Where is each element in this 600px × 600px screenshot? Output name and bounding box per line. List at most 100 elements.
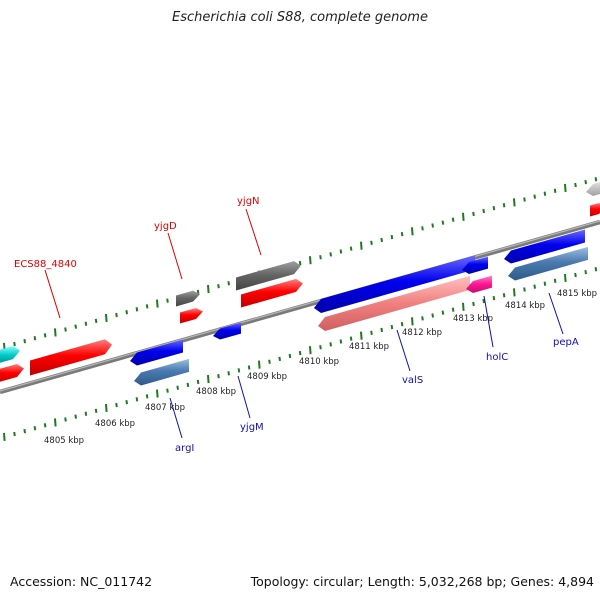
tick-mark-outer [594,177,598,182]
tick-mark-inner [217,374,220,379]
gene-arrow-valS-rna [318,275,470,332]
tick-mark-outer [33,336,37,341]
tick-mark-inner [54,418,57,427]
tick-mark-inner [492,295,496,301]
tick-mark-inner [288,353,292,359]
tick-mark-inner [411,317,414,326]
tick-mark-outer [553,188,557,193]
genome-backbone [0,219,600,395]
tick-mark-inner [278,356,281,361]
gene-arrow-holC-alt [466,275,492,294]
gene-arrow-pepA-alt [508,246,588,281]
gene-label-valS: valS [402,375,423,386]
kbp-label: 4815 kbp [557,289,597,299]
tick-mark-outer [145,304,149,309]
tick-mark-inner [115,402,118,408]
tick-mark-outer [502,203,506,208]
tick-mark-inner [400,322,404,327]
tick-mark-inner [237,368,241,373]
tick-mark-inner [84,411,88,416]
tick-mark-inner [349,336,353,341]
tick-mark-outer [451,217,455,222]
tick-mark-outer [94,318,98,324]
tick-mark-inner [370,330,373,335]
tick-mark-outer [543,191,547,196]
tick-mark-outer [166,298,169,303]
tick-mark-inner [268,359,271,364]
gene-label-pepA: pepA [553,337,579,348]
gene-arrow-ecs88-4840 [30,339,112,376]
tick-mark-outer [115,312,118,318]
tick-mark-outer [411,227,414,236]
tick-mark-inner [513,288,516,297]
tick-mark-inner [482,298,485,304]
tick-mark-outer [574,182,577,188]
tick-mark-inner [584,269,587,275]
gene-label-yjgN: yjgN [237,196,260,207]
leader-ecs88-4840 [44,269,61,319]
map-title: Escherichia coli S88, complete genome [172,10,428,25]
kbp-label: 4807 kbp [145,403,185,413]
tick-mark-outer [13,341,16,347]
gene-label-ecs88-4840: ECS88_4840 [14,259,77,270]
tick-mark-outer [441,220,445,225]
leader-yjgN [245,208,262,256]
tick-mark-inner [594,267,598,272]
tick-mark-inner [380,327,383,333]
kbp-label: 4809 kbp [247,372,287,382]
tick-mark-outer [84,321,88,326]
tick-mark-outer [156,299,159,308]
gene-arrow-yjgN-alt [236,261,301,291]
tick-mark-outer [380,237,383,243]
tick-mark-inner [3,432,6,441]
accession-text: Accession: NC_011742 [10,574,153,589]
gene-arrow-holC [462,256,488,275]
tick-mark-inner [33,426,37,431]
tick-mark-inner [360,331,363,340]
tick-mark-outer [135,307,139,312]
leader-argI [169,397,183,439]
tick-mark-inner [451,307,455,312]
tick-mark-inner [13,431,16,437]
kbp-label: 4813 kbp [453,314,493,324]
gene-arrow-pepA [504,229,585,264]
tick-mark-inner [329,342,332,347]
tick-mark-inner [64,417,67,422]
tick-mark-inner [523,287,526,292]
kbp-label: 4814 kbp [505,301,545,311]
kbp-label: 4806 kbp [95,419,135,429]
tick-mark-inner [441,310,445,315]
gene-label-argI: argI [175,443,194,454]
gene-arrow-argI-alt [134,358,189,386]
gene-arrow-red-right [590,202,600,217]
tick-mark-outer [339,249,343,254]
tick-mark-outer [431,223,434,228]
tick-mark-inner [135,397,139,402]
tick-mark-inner [94,408,98,414]
tick-mark-outer [54,328,57,337]
tick-mark-outer [523,197,526,202]
tick-mark-inner [145,394,149,399]
tick-mark-outer [390,234,394,240]
leader-holC [483,295,494,348]
gene-arrow-lightgray [586,182,600,197]
tick-mark-inner [319,345,322,350]
tick-mark-outer [217,284,220,289]
tick-mark-inner [390,324,394,330]
tick-mark-outer [329,252,332,257]
kbp-label: 4810 kbp [299,357,339,367]
gene-arrow-red [0,363,24,382]
tick-mark-inner [431,313,434,318]
tick-mark-inner [156,389,159,398]
tick-mark-inner [502,293,506,298]
tick-mark-outer [349,246,353,251]
tick-mark-outer [472,211,475,217]
tick-mark-inner [74,414,77,419]
tick-mark-outer [564,183,567,192]
tick-mark-outer [492,205,496,211]
tick-mark-inner [421,316,424,321]
tick-mark-inner [196,379,200,385]
tick-mark-outer [64,327,67,332]
gene-arrow-yjgD-alt [176,290,200,307]
gene-arrow-argI [130,339,183,366]
